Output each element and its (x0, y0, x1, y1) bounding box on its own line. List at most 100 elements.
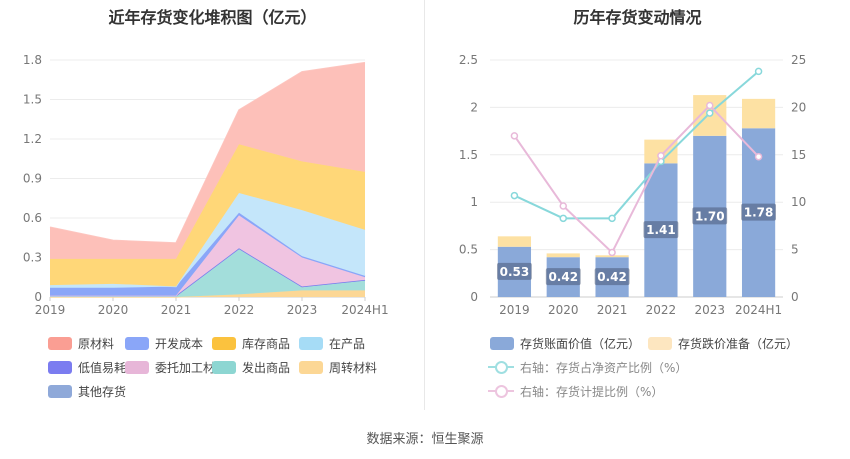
bar-data-label-text: 1.70 (695, 209, 725, 223)
x-tick-label: 2023 (287, 303, 318, 317)
legend-item[interactable]: 存货跌价准备（亿元） (648, 335, 798, 351)
inventory-ratio-line (513, 70, 760, 220)
legend-label: 库存商品 (242, 336, 291, 351)
inventory-stack-panel: 近年存货变化堆积图（亿元） 0 0.3 0.6 0.9 1.2 1.5 1.8 2019 202… (0, 0, 425, 420)
bar-data-label: 1.41 (643, 221, 679, 239)
y-tick-label: 2.5 (459, 53, 478, 67)
bar-data-label: 0.42 (594, 268, 630, 286)
y-tick-label: 0 (34, 290, 42, 304)
line-point (608, 214, 616, 223)
y2-tick-label: 25 (791, 53, 806, 67)
x-tick-label: 2019 (499, 303, 530, 317)
x-tick-label: 2023 (694, 303, 725, 317)
x-tick-label: 2021 (597, 303, 628, 317)
legend-item[interactable]: 右轴：存货占净资产比例（%） (488, 359, 687, 375)
x-tick-label: 2024H1 (341, 303, 388, 317)
line-point (657, 151, 665, 160)
legend-label: 存货账面价值（亿元） (520, 336, 641, 351)
legend-label: 其他存货 (78, 384, 127, 399)
y-tick-label: 1.5 (23, 93, 42, 107)
legend-swatch (212, 336, 236, 350)
legend-swatch (490, 336, 514, 350)
impairment-bar (497, 236, 532, 247)
area-series-edge (49, 61, 366, 244)
line-point (608, 248, 616, 257)
bar-data-label-text: 1.78 (744, 206, 774, 220)
y-tick-label: 0.6 (23, 211, 42, 225)
legend-item[interactable]: 右轴：存货计提比例（%） (488, 383, 663, 399)
legend-line-swatch (488, 360, 514, 374)
bar-data-label-text: 0.42 (548, 270, 578, 284)
legend-label: 在产品 (329, 336, 366, 351)
bar-line-combo-chart: 0 0.5 1 1.5 2 2.5 0 5 10 15 20 25 2019 2020 2021 2022 20… (459, 53, 806, 317)
legend-swatch (48, 336, 72, 350)
y2-tick-label: 10 (791, 195, 806, 209)
legend-item[interactable]: 原材料 (48, 335, 114, 351)
area-series (50, 62, 365, 259)
y2-tick-label: 15 (791, 148, 806, 162)
area-series (50, 212, 365, 296)
area-series (50, 144, 365, 287)
bar-data-label-bg (594, 268, 630, 286)
y2-tick-label: 0 (791, 290, 799, 304)
legend-swatch (648, 336, 672, 350)
y2-tick-label: 5 (791, 243, 799, 257)
legend-item[interactable]: 委托加工材料 (125, 359, 227, 375)
bar-data-label: 1.78 (741, 203, 776, 221)
bar-data-label: 1.70 (692, 207, 728, 225)
legend-item[interactable]: 其他存货 (48, 383, 126, 399)
y-tick-label: 1 (470, 195, 478, 209)
legend-item[interactable]: 库存商品 (212, 335, 290, 351)
legend-label: 存货跌价准备（亿元） (678, 336, 799, 351)
legend-label: 委托加工材料 (155, 360, 228, 375)
line-point (706, 109, 714, 117)
x-tick-label: 2020 (98, 303, 129, 317)
x-tick-label: 2024H1 (735, 303, 782, 317)
x-tick-label: 2022 (224, 303, 255, 317)
legend-swatch (212, 360, 236, 374)
legend-item[interactable]: 在产品 (299, 335, 365, 351)
panel-divider (424, 0, 425, 410)
legend-swatch (48, 360, 72, 374)
y-tick-label: 1.8 (23, 53, 42, 67)
bar-data-label-bg (545, 268, 581, 286)
bar-data-label: 0.42 (545, 268, 581, 286)
bar-data-label-text: 0.42 (597, 270, 627, 284)
right-chart-title: 历年存货变动情况 (573, 8, 702, 27)
y-tick-label: 0.3 (23, 251, 42, 265)
legend-label: 原材料 (78, 336, 115, 351)
x-tick-label: 2021 (161, 303, 192, 317)
legend-item[interactable]: 开发成本 (125, 335, 203, 351)
legend-label: 低值易耗品 (78, 360, 139, 375)
legend-label: 开发成本 (155, 336, 204, 351)
left-chart-title: 近年存货变化堆积图（亿元） (108, 8, 317, 27)
line-point (559, 214, 567, 223)
x-tick-label: 2022 (646, 303, 677, 317)
bar-data-label: 0.53 (497, 262, 532, 280)
inventory-change-panel: 历年存货变动情况 0 0.5 1 1.5 2 2.5 0 5 10 15 20 25 2019 2020 2… (425, 0, 850, 420)
bar-data-label-bg (643, 221, 679, 239)
legend-swatch (125, 360, 149, 374)
y-tick-label: 0.5 (459, 243, 478, 257)
y-tick-label: 0 (470, 290, 478, 304)
legend-item[interactable]: 低值易耗品 (48, 359, 138, 375)
bar-data-label-bg (692, 207, 728, 225)
y2-tick-label: 20 (791, 100, 806, 114)
legend-label: 右轴：存货计提比例（%） (520, 384, 664, 399)
impairment-bar (595, 255, 629, 258)
legend-label: 周转材料 (329, 360, 378, 375)
bar-data-label-bg (497, 262, 532, 280)
legend-item[interactable]: 发出商品 (212, 359, 290, 375)
bar-data-label-text: 0.53 (500, 265, 530, 279)
x-tick-label: 2019 (35, 303, 66, 317)
line-point (706, 101, 714, 110)
legend-label: 发出商品 (242, 360, 291, 375)
impairment-bar (644, 139, 678, 164)
legend-item[interactable]: 存货账面价值（亿元） (490, 335, 640, 351)
legend-line-swatch (488, 384, 514, 398)
legend-swatch (48, 384, 72, 398)
y-tick-label: 1.5 (459, 148, 478, 162)
legend-item[interactable]: 周转材料 (299, 359, 377, 375)
y-tick-label: 0.9 (23, 172, 42, 186)
legend-label: 右轴：存货占净资产比例（%） (520, 360, 688, 375)
